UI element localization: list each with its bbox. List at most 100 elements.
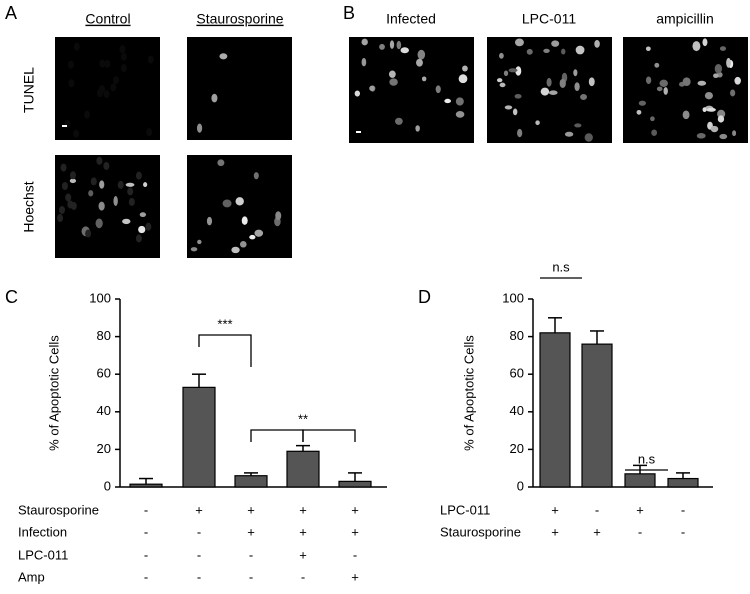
cell bbox=[135, 234, 142, 243]
column-header: Infected bbox=[386, 11, 436, 27]
cell bbox=[58, 205, 65, 214]
cell bbox=[732, 130, 737, 137]
cell bbox=[713, 73, 719, 79]
significance-label: n.s bbox=[638, 451, 656, 466]
cell bbox=[526, 48, 533, 55]
cell bbox=[143, 182, 148, 188]
cell bbox=[99, 180, 105, 189]
cell bbox=[254, 229, 264, 237]
cell bbox=[127, 187, 134, 196]
cell bbox=[535, 120, 540, 126]
cell bbox=[645, 46, 651, 52]
cell bbox=[389, 78, 398, 86]
cell bbox=[726, 57, 731, 68]
cell bbox=[458, 74, 468, 84]
cell bbox=[496, 78, 503, 83]
panel-label: D bbox=[418, 287, 431, 307]
condition-mark: - bbox=[249, 569, 253, 584]
cell bbox=[702, 107, 707, 113]
condition-label: Infection bbox=[18, 524, 67, 539]
significance-bracket bbox=[198, 334, 252, 367]
cell bbox=[636, 109, 642, 115]
panel-label: C bbox=[5, 287, 18, 307]
y-tick-label: 0 bbox=[104, 478, 111, 493]
cell bbox=[416, 58, 423, 67]
micrograph bbox=[187, 37, 292, 140]
cell bbox=[515, 66, 522, 76]
cell bbox=[548, 90, 558, 95]
cell bbox=[580, 93, 588, 101]
cell bbox=[67, 60, 74, 69]
cell bbox=[654, 62, 660, 68]
cell bbox=[692, 41, 701, 52]
cell bbox=[61, 181, 68, 190]
cell bbox=[88, 190, 94, 197]
cell bbox=[462, 65, 468, 72]
cell bbox=[96, 156, 103, 165]
cell bbox=[98, 201, 105, 211]
cell bbox=[84, 110, 91, 119]
y-tick-label: 80 bbox=[510, 328, 524, 343]
cell bbox=[239, 240, 247, 248]
bar bbox=[234, 475, 268, 488]
column-header: Staurosporine bbox=[196, 11, 283, 27]
condition-mark: - bbox=[353, 547, 357, 562]
cell bbox=[415, 125, 420, 132]
cell bbox=[704, 91, 713, 100]
condition-mark: - bbox=[144, 524, 148, 539]
cell bbox=[110, 83, 117, 92]
cell bbox=[65, 193, 72, 202]
cell bbox=[543, 48, 550, 53]
cell bbox=[706, 107, 716, 112]
cell bbox=[389, 40, 395, 49]
bar bbox=[624, 473, 656, 488]
condition-mark: + bbox=[299, 547, 307, 562]
bar bbox=[539, 332, 571, 488]
condition-mark: + bbox=[351, 524, 359, 539]
cell bbox=[396, 40, 402, 50]
cell bbox=[697, 80, 707, 86]
cell bbox=[559, 78, 566, 89]
cell bbox=[211, 93, 218, 103]
y-axis-label: % of Apoptotic Cells bbox=[46, 335, 61, 451]
column-header: LPC-011 bbox=[522, 11, 576, 27]
condition-label: Staurosporine bbox=[440, 524, 521, 539]
cell bbox=[561, 48, 566, 55]
cell bbox=[395, 117, 403, 125]
condition-mark: + bbox=[195, 502, 203, 517]
cell bbox=[90, 177, 97, 186]
cell bbox=[400, 47, 409, 54]
y-axis-label: % of Apoptotic Cells bbox=[461, 335, 476, 451]
y-tick-label: 100 bbox=[89, 290, 111, 305]
cell bbox=[354, 90, 361, 97]
cell bbox=[714, 64, 723, 74]
cell bbox=[696, 133, 706, 139]
condition-mark: - bbox=[144, 569, 148, 584]
cell bbox=[60, 163, 67, 172]
cell bbox=[512, 108, 518, 116]
condition-mark: + bbox=[247, 502, 255, 517]
cell bbox=[125, 182, 135, 187]
cell bbox=[361, 38, 368, 46]
cell bbox=[85, 229, 92, 238]
cell bbox=[147, 55, 154, 64]
bar bbox=[129, 483, 163, 488]
cell bbox=[112, 76, 119, 85]
y-tick-label: 100 bbox=[502, 290, 524, 305]
micrograph bbox=[55, 37, 160, 140]
cell bbox=[517, 128, 523, 138]
cell bbox=[103, 161, 110, 170]
cell bbox=[73, 42, 80, 51]
cell bbox=[574, 123, 582, 128]
cell bbox=[656, 86, 663, 92]
bar bbox=[581, 343, 613, 488]
cell bbox=[235, 197, 244, 206]
cell bbox=[719, 46, 727, 51]
condition-mark: - bbox=[681, 502, 685, 517]
y-tick-label: 40 bbox=[510, 403, 524, 418]
condition-mark: - bbox=[197, 569, 201, 584]
panel-label: A bbox=[5, 3, 17, 23]
cell bbox=[574, 82, 580, 91]
cell bbox=[96, 89, 103, 98]
